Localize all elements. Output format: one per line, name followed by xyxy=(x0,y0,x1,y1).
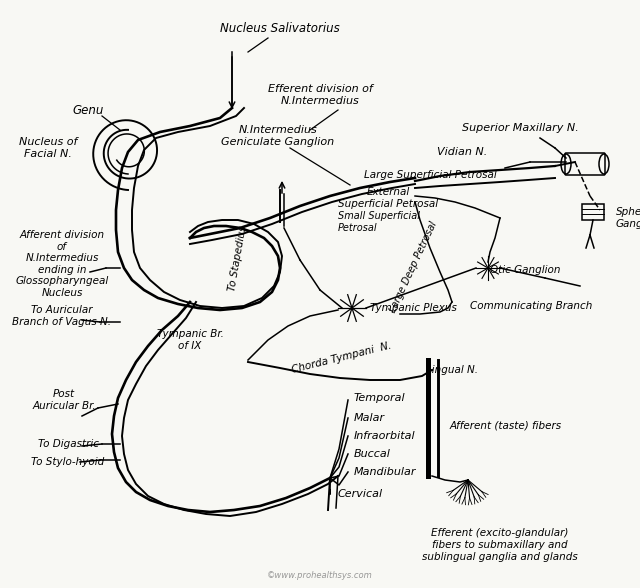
Bar xyxy=(582,204,604,220)
Text: Nucleus of
Facial N.: Nucleus of Facial N. xyxy=(19,137,77,159)
Text: Small Superficial
Petrosal: Small Superficial Petrosal xyxy=(338,211,420,233)
Text: Tympanic Br.
of IX: Tympanic Br. of IX xyxy=(157,329,223,351)
Text: Post
Auricular Br.: Post Auricular Br. xyxy=(32,389,96,411)
Text: Genu: Genu xyxy=(72,103,104,116)
Text: Communicating Branch: Communicating Branch xyxy=(470,301,593,311)
Text: Mandibular: Mandibular xyxy=(354,467,417,477)
Text: External
Superficial Petrosal: External Superficial Petrosal xyxy=(338,187,438,209)
Text: Afferent division
of
N.Intermedius
ending in
Glossopharyngeal
Nucleus: Afferent division of N.Intermedius endin… xyxy=(15,230,109,298)
Text: Otic Ganglion: Otic Ganglion xyxy=(490,265,561,275)
Text: Large Superficial Petrosal: Large Superficial Petrosal xyxy=(364,170,497,180)
Text: Afferent (taste) fibers: Afferent (taste) fibers xyxy=(450,421,562,431)
Text: To Auricular
Branch of Vagus N.: To Auricular Branch of Vagus N. xyxy=(13,305,111,327)
Text: Infraorbital: Infraorbital xyxy=(354,431,415,441)
Text: N.Intermedius
Geniculate Ganglion: N.Intermedius Geniculate Ganglion xyxy=(221,125,335,147)
Text: Malar: Malar xyxy=(354,413,385,423)
Text: To Stylo-hyoid: To Stylo-hyoid xyxy=(31,457,104,467)
Text: Efferent division of
N.Intermedius: Efferent division of N.Intermedius xyxy=(268,84,372,106)
Text: To Digastric: To Digastric xyxy=(38,439,99,449)
Text: Cervical: Cervical xyxy=(338,489,383,499)
Text: ©www.prohealthsys.com: ©www.prohealthsys.com xyxy=(267,571,373,580)
Text: Large Deep Petrosal: Large Deep Petrosal xyxy=(388,220,439,314)
Text: Nucleus Salivatorius: Nucleus Salivatorius xyxy=(220,22,340,35)
Text: To Stapedius: To Stapedius xyxy=(227,225,249,292)
Text: Efferent (excito-glandular)
fibers to submaxillary and
sublingual ganglia and gl: Efferent (excito-glandular) fibers to su… xyxy=(422,529,578,562)
Text: Temporal: Temporal xyxy=(354,393,406,403)
Text: Lingual N.: Lingual N. xyxy=(426,365,478,375)
Text: Sphenopalatine
Ganglion: Sphenopalatine Ganglion xyxy=(616,207,640,229)
Text: Vidian N.: Vidian N. xyxy=(437,147,487,157)
Text: Tympanic Plexus: Tympanic Plexus xyxy=(370,303,457,313)
Text: Buccal: Buccal xyxy=(354,449,391,459)
Text: Superior Maxillary N.: Superior Maxillary N. xyxy=(461,123,579,133)
Text: Chorda Tympani  N.: Chorda Tympani N. xyxy=(291,341,393,375)
